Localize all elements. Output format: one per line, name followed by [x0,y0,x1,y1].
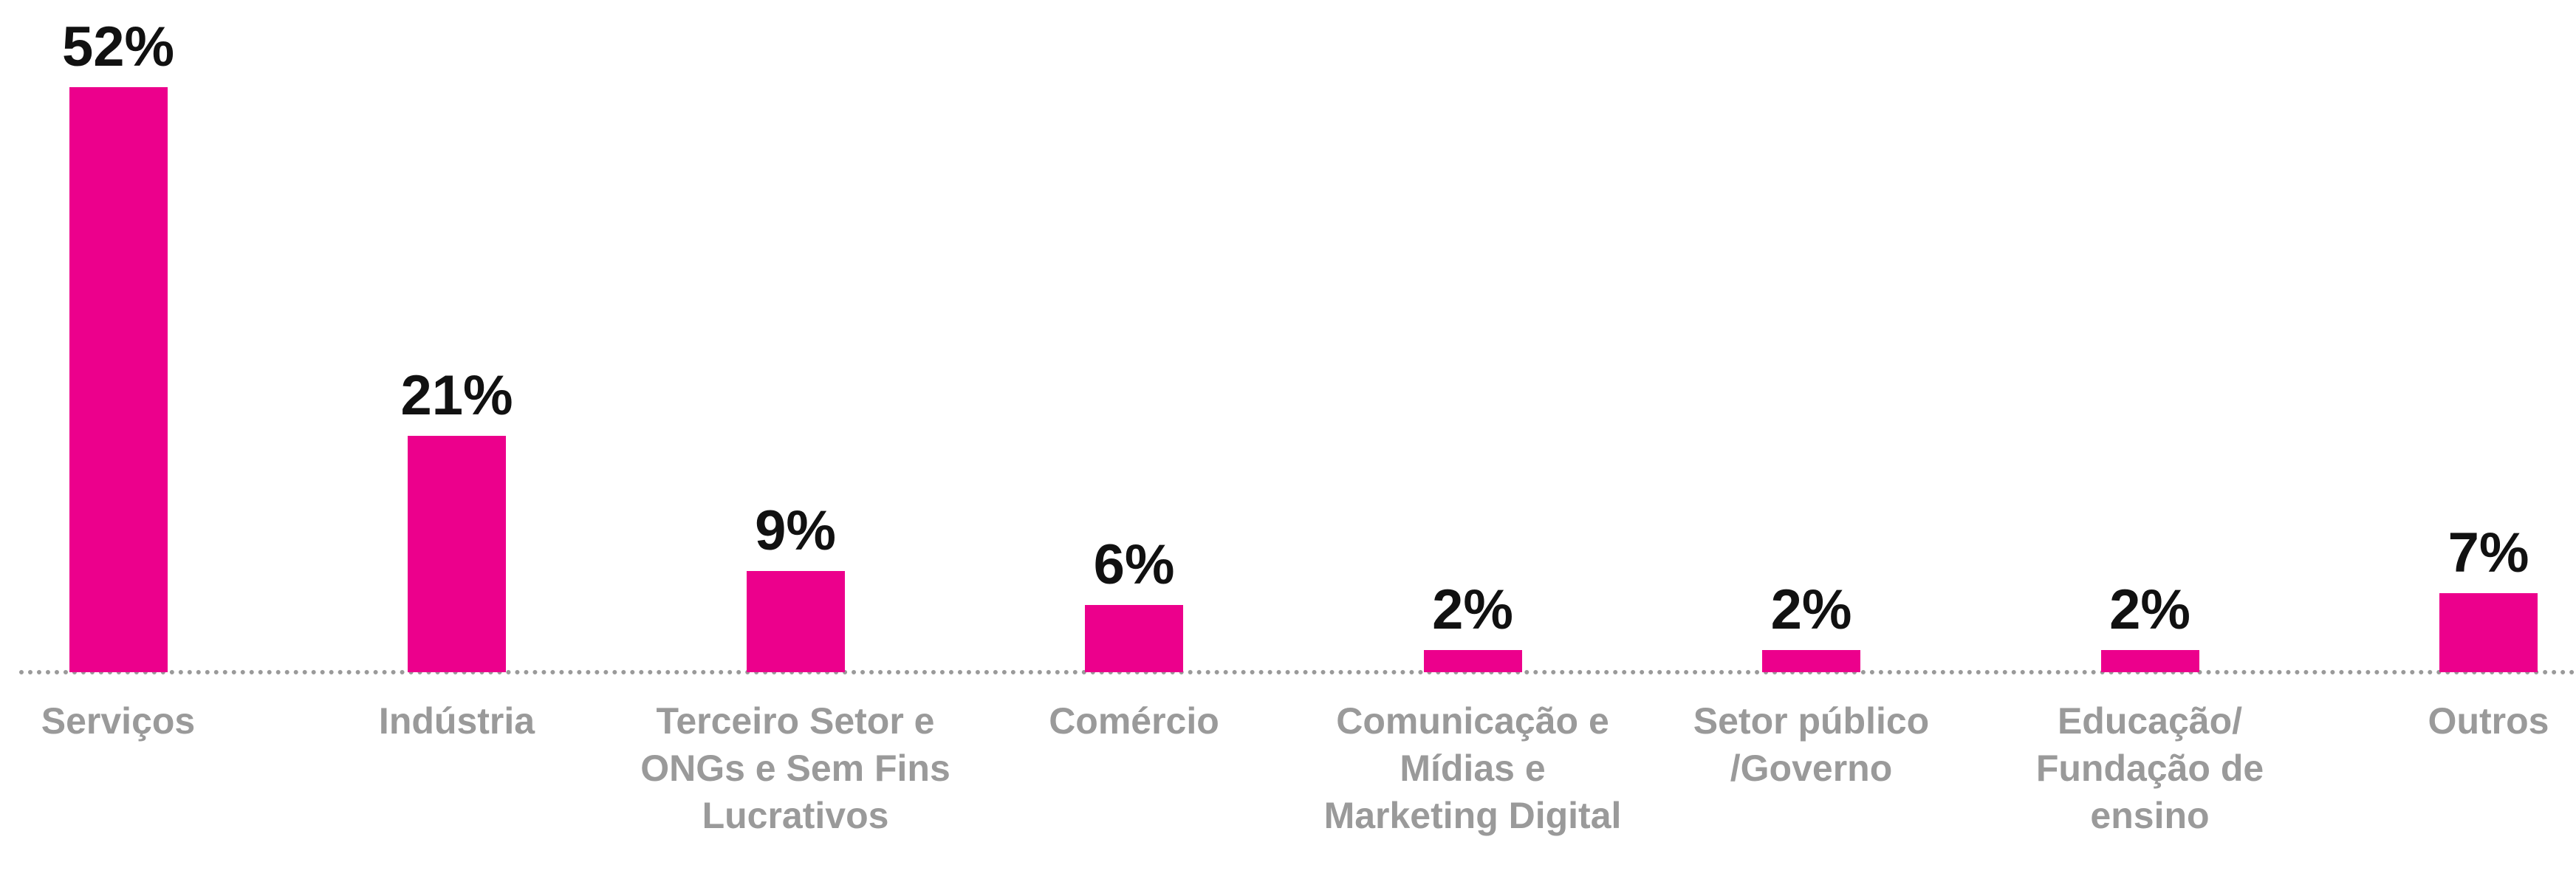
value-label: 21% [400,364,513,428]
x-tick-label: Outros [2428,700,2549,742]
x-tick-label: Setor público /Governo [1693,700,1930,789]
value-label: 52% [61,16,175,78]
x-tick-label: Comunicação e Mídias e Marketing Digital [1323,700,1622,836]
value-label: 2% [2109,578,2190,641]
bar [1762,649,1860,672]
x-tick-label: Serviços [41,700,196,742]
bar [69,87,168,672]
bar [746,570,845,672]
value-label: 6% [1093,533,1175,596]
bar [2100,649,2199,672]
bar [2439,593,2538,672]
bar [408,436,506,672]
x-tick-label: Indústria [378,700,535,742]
baseline [19,670,2576,674]
value-label: 9% [755,499,836,562]
x-tick-label: Terceiro Setor e ONGs e Sem Fins Lucrati… [640,700,950,836]
value-label: 7% [2447,522,2529,585]
x-tick-label: Educação/ Fundação de ensino [2035,700,2264,836]
value-label: 2% [1770,578,1852,641]
bar [1085,604,1183,672]
value-label: 2% [1432,578,1513,641]
bar [1423,649,1522,672]
x-tick-label: Comércio [1049,700,1219,742]
